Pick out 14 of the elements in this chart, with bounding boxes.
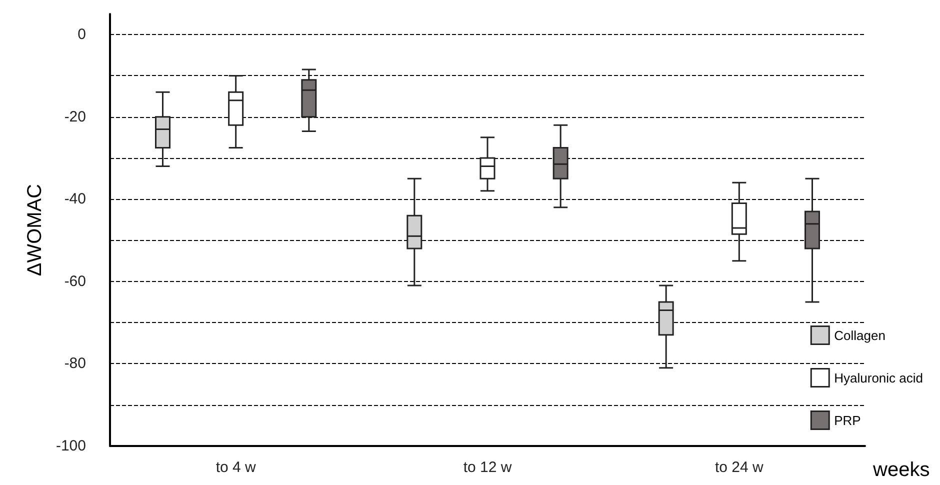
x-tick-label: to 24 w — [714, 459, 764, 476]
x-axis-title: weeks — [872, 459, 930, 481]
y-tick-label: -40 — [64, 190, 86, 208]
y-tick-label: -60 — [64, 272, 86, 290]
y-tick-label: 0 — [78, 26, 86, 44]
legend-label: Hyaluronic acid — [834, 370, 923, 386]
y-tick-label: -20 — [64, 108, 86, 126]
y-tick-label: -80 — [64, 355, 86, 372]
legend-label: Collagen — [834, 328, 886, 343]
legend-label: PRP — [834, 412, 861, 428]
x-tick-label: to 4 w — [216, 459, 256, 476]
y-tick-label: -100 — [56, 438, 86, 454]
x-tick-label: to 12 w — [463, 459, 512, 476]
y-axis-title: ΔWOMAC — [24, 184, 46, 276]
